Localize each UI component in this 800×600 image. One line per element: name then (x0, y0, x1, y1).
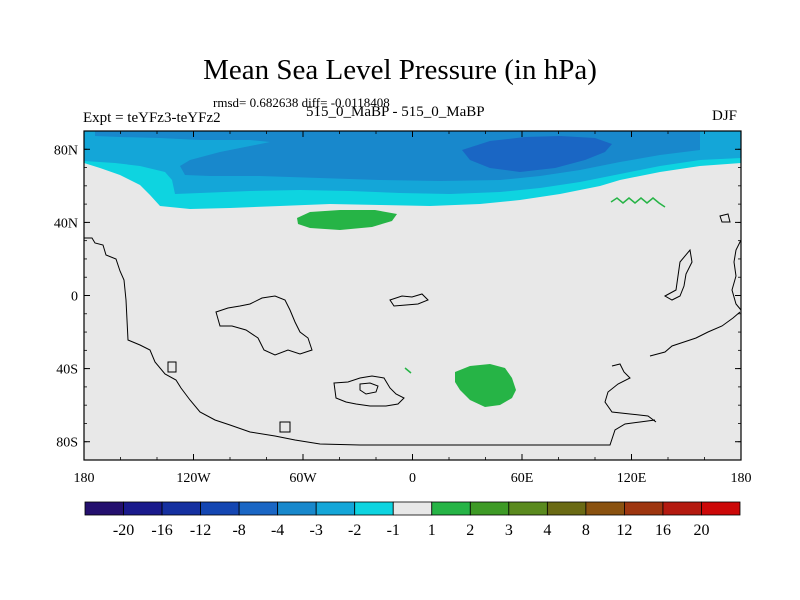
coastline-antarctic-north (333, 375, 405, 407)
colorbar-swatch-14 (624, 501, 664, 516)
lon-tick-label: 180 (731, 471, 752, 486)
colorbar-label: 3 (505, 522, 513, 539)
lat-tick-label: 40S (56, 363, 78, 378)
coastline-africa (215, 295, 313, 356)
colorbar-label: -12 (190, 522, 211, 539)
lat-tick-label: 80S (56, 436, 78, 451)
coastline-gulf (389, 293, 429, 307)
plot-title: Mean Sea Level Pressure (in hPa) (203, 54, 597, 86)
colorbar-swatch-12 (546, 501, 587, 516)
colorbar: -20 -16 -12 -8 -4 -3 -2 -1 1 2 3 4 8 12 16 20 (84, 501, 741, 539)
season-label: DJF (712, 108, 738, 124)
colorbar-label: -1 (387, 522, 400, 539)
colorbar-label: 4 (543, 522, 551, 539)
colorbar-swatch-16 (701, 501, 741, 516)
lon-tick-label: 0 (409, 471, 416, 486)
lat-tick-label: 0 (71, 290, 78, 305)
colorbar-label: -2 (348, 522, 361, 539)
contour-fill-plus1-south (455, 364, 516, 407)
coastline-east-peninsula (663, 248, 693, 301)
contour-line-plus-arctic (610, 197, 666, 208)
experiment-label: Expt = teYFz3-teYFz2 (83, 110, 221, 126)
coastline-south-america (84, 237, 656, 446)
colorbar-label: 8 (582, 522, 590, 539)
colorbar-swatch-11 (508, 501, 548, 516)
coastline-east-bay (649, 311, 741, 357)
colorbar-label: -20 (113, 522, 134, 539)
lat-tick-label: 40N (54, 216, 78, 231)
colorbar-swatch-3 (200, 501, 240, 516)
coastline-island-west (167, 361, 177, 373)
colorbar-swatch-9 (431, 501, 471, 516)
stats-label: rmsd= 0.682638 diff= -0.0118408 (213, 95, 390, 110)
colorbar-label: 12 (616, 522, 632, 539)
colorbar-swatch-6 (315, 501, 356, 516)
axis-ticks: 80N 40N 0 40S 80S 180 120W 60W 0 60E 120E 180 (54, 130, 752, 486)
lon-tick-label: 180 (74, 471, 95, 486)
coastline-island-south (279, 421, 291, 433)
lon-tick-label: 120W (176, 471, 211, 486)
coastline-antarctic-inner (359, 382, 379, 395)
colorbar-swatch-10 (469, 501, 510, 516)
contour-line-plus1-small (404, 367, 412, 374)
map-layer (83, 130, 742, 461)
colorbar-swatch-5 (277, 501, 317, 516)
coastlines (84, 213, 742, 446)
colorbar-label: 20 (693, 522, 709, 539)
colorbar-swatch-1 (123, 501, 163, 516)
coastline-greenland-edge (719, 213, 731, 223)
colorbar-label: -16 (151, 522, 172, 539)
colorbar-label: 2 (466, 522, 474, 539)
lat-tick-label: 80N (54, 143, 78, 158)
contour-fill-minus4 (462, 136, 612, 172)
colorbar-swatch-2 (161, 501, 201, 516)
colorbar-label: -8 (232, 522, 245, 539)
colorbar-swatch-15 (662, 501, 702, 516)
colorbar-label: 16 (655, 522, 671, 539)
colorbar-swatch-13 (585, 501, 625, 516)
run-label: 515_0_MaBP - 515_0_MaBP (306, 104, 485, 120)
lon-tick-label: 120E (617, 471, 647, 486)
colorbar-swatch-7 (354, 501, 394, 516)
colorbar-swatch-4 (238, 501, 279, 516)
colorbar-label: -4 (271, 522, 284, 539)
colorbar-swatch-0 (84, 501, 124, 516)
contour-fill-plus1-north (297, 210, 397, 230)
lon-tick-label: 60W (289, 471, 317, 486)
colorbar-swatch-8 (392, 501, 433, 516)
colorbar-label: 1 (428, 522, 436, 539)
colorbar-label: -3 (310, 522, 323, 539)
coastline-right-edge (731, 239, 742, 311)
lon-tick-label: 60E (511, 471, 534, 486)
coastline-east (604, 363, 657, 423)
